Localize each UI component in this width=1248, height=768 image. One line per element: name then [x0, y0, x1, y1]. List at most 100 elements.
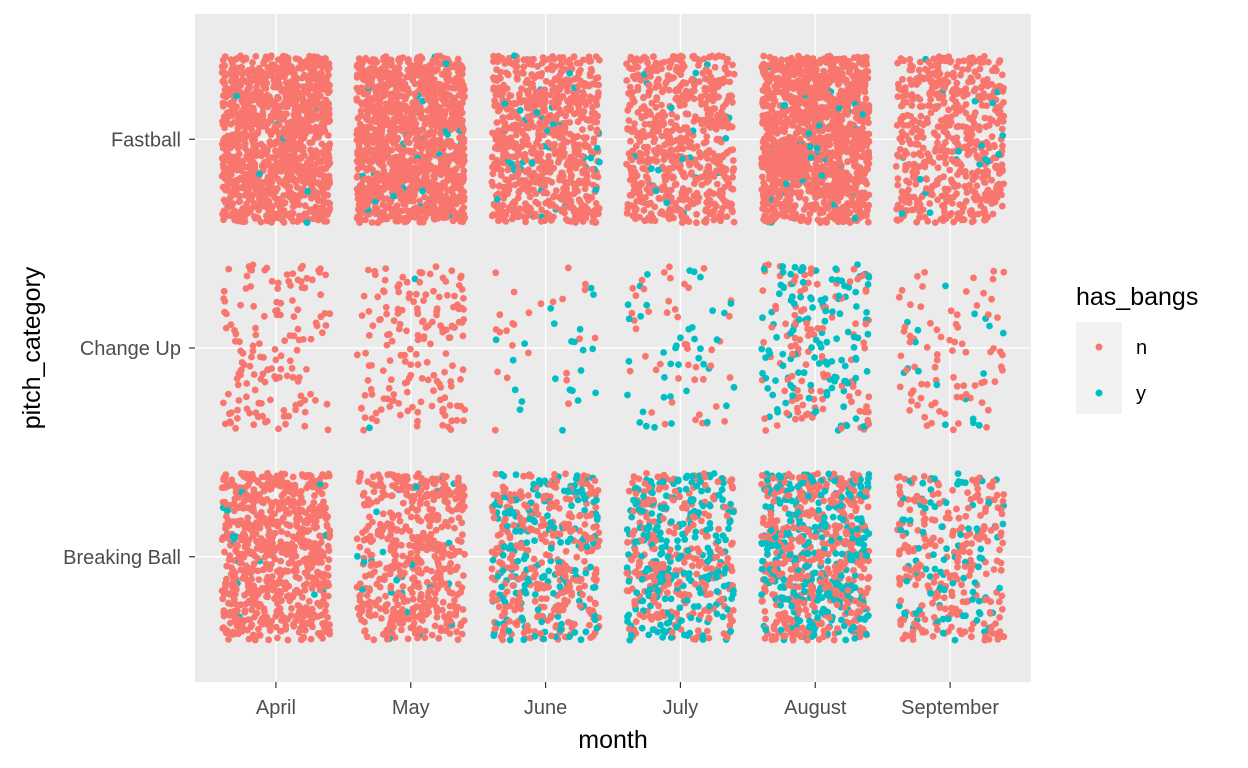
point-n: [269, 539, 277, 547]
point-n: [996, 614, 1003, 621]
point-n: [453, 416, 461, 424]
point-n: [700, 127, 707, 135]
point-y: [821, 317, 829, 325]
point-y: [914, 326, 922, 334]
point-n: [681, 101, 688, 108]
point-y: [577, 367, 585, 374]
point-n: [968, 633, 975, 641]
point-n: [316, 532, 323, 540]
point-y: [571, 629, 579, 636]
point-n: [643, 470, 650, 477]
point-n: [910, 151, 918, 159]
point-y: [775, 290, 783, 298]
point-n: [896, 383, 904, 391]
point-n: [934, 139, 941, 147]
point-n: [423, 358, 431, 366]
point-n: [713, 180, 721, 188]
point-n: [374, 482, 382, 489]
point-y: [663, 537, 670, 545]
point-y: [576, 325, 584, 333]
point-n: [412, 350, 420, 358]
point-n: [921, 413, 929, 421]
point-n: [587, 124, 594, 132]
point-n: [386, 357, 394, 364]
point-n: [271, 147, 279, 155]
point-n: [973, 182, 981, 190]
point-n: [945, 106, 952, 114]
point-y: [564, 538, 572, 546]
point-y: [638, 624, 646, 632]
point-n: [923, 381, 931, 388]
point-n: [865, 393, 873, 401]
point-n: [372, 409, 380, 417]
point-n: [532, 570, 539, 578]
point-y: [678, 617, 685, 624]
point-n: [693, 210, 700, 218]
point-n: [356, 580, 364, 588]
point-y: [509, 356, 517, 364]
point-n: [950, 426, 957, 434]
point-y: [759, 369, 766, 377]
point-n: [802, 196, 809, 203]
point-n: [263, 593, 270, 600]
point-n: [982, 570, 990, 578]
point-n: [583, 480, 591, 488]
point-n: [819, 395, 826, 403]
point-n: [404, 635, 412, 643]
point-n: [712, 403, 720, 410]
point-n: [319, 329, 326, 337]
point-n: [363, 592, 371, 599]
point-n: [492, 269, 500, 277]
point-n: [955, 420, 962, 427]
point-n: [933, 356, 941, 364]
point-n: [566, 119, 574, 126]
point-n: [689, 635, 697, 643]
point-n: [927, 319, 934, 327]
point-n: [656, 360, 664, 368]
point-n: [998, 202, 1006, 210]
point-n: [760, 52, 768, 60]
point-n: [801, 271, 809, 279]
point-n: [997, 566, 1005, 574]
point-n: [953, 505, 960, 513]
point-y: [973, 525, 981, 532]
point-n: [910, 193, 918, 201]
point-n: [815, 636, 823, 643]
point-y: [554, 613, 562, 620]
point-n: [537, 180, 544, 188]
point-n: [225, 599, 232, 607]
point-n: [922, 175, 930, 183]
point-n: [378, 615, 385, 622]
point-n: [453, 628, 461, 636]
point-n: [403, 388, 411, 396]
point-n: [420, 297, 427, 304]
point-n: [962, 288, 970, 295]
point-n: [645, 308, 652, 315]
point-y: [776, 500, 784, 507]
point-n: [255, 576, 263, 583]
point-y: [492, 336, 500, 344]
point-y: [674, 537, 681, 544]
point-y: [698, 487, 705, 495]
point-y: [769, 391, 777, 399]
point-n: [923, 344, 931, 351]
point-n: [219, 595, 227, 603]
point-n: [995, 598, 1003, 606]
point-y: [657, 550, 664, 558]
point-n: [917, 112, 925, 120]
point-y: [832, 374, 840, 381]
point-n: [768, 636, 776, 644]
point-n: [237, 301, 245, 309]
point-n: [307, 635, 315, 643]
point-y: [668, 420, 675, 427]
point-y: [815, 360, 823, 367]
point-y: [596, 158, 603, 166]
point-n: [530, 555, 538, 563]
point-n: [848, 512, 855, 520]
point-y: [805, 394, 813, 402]
point-n: [906, 56, 914, 63]
point-n: [591, 570, 599, 578]
point-n: [414, 361, 422, 368]
point-n: [439, 328, 447, 336]
point-y: [811, 354, 818, 361]
